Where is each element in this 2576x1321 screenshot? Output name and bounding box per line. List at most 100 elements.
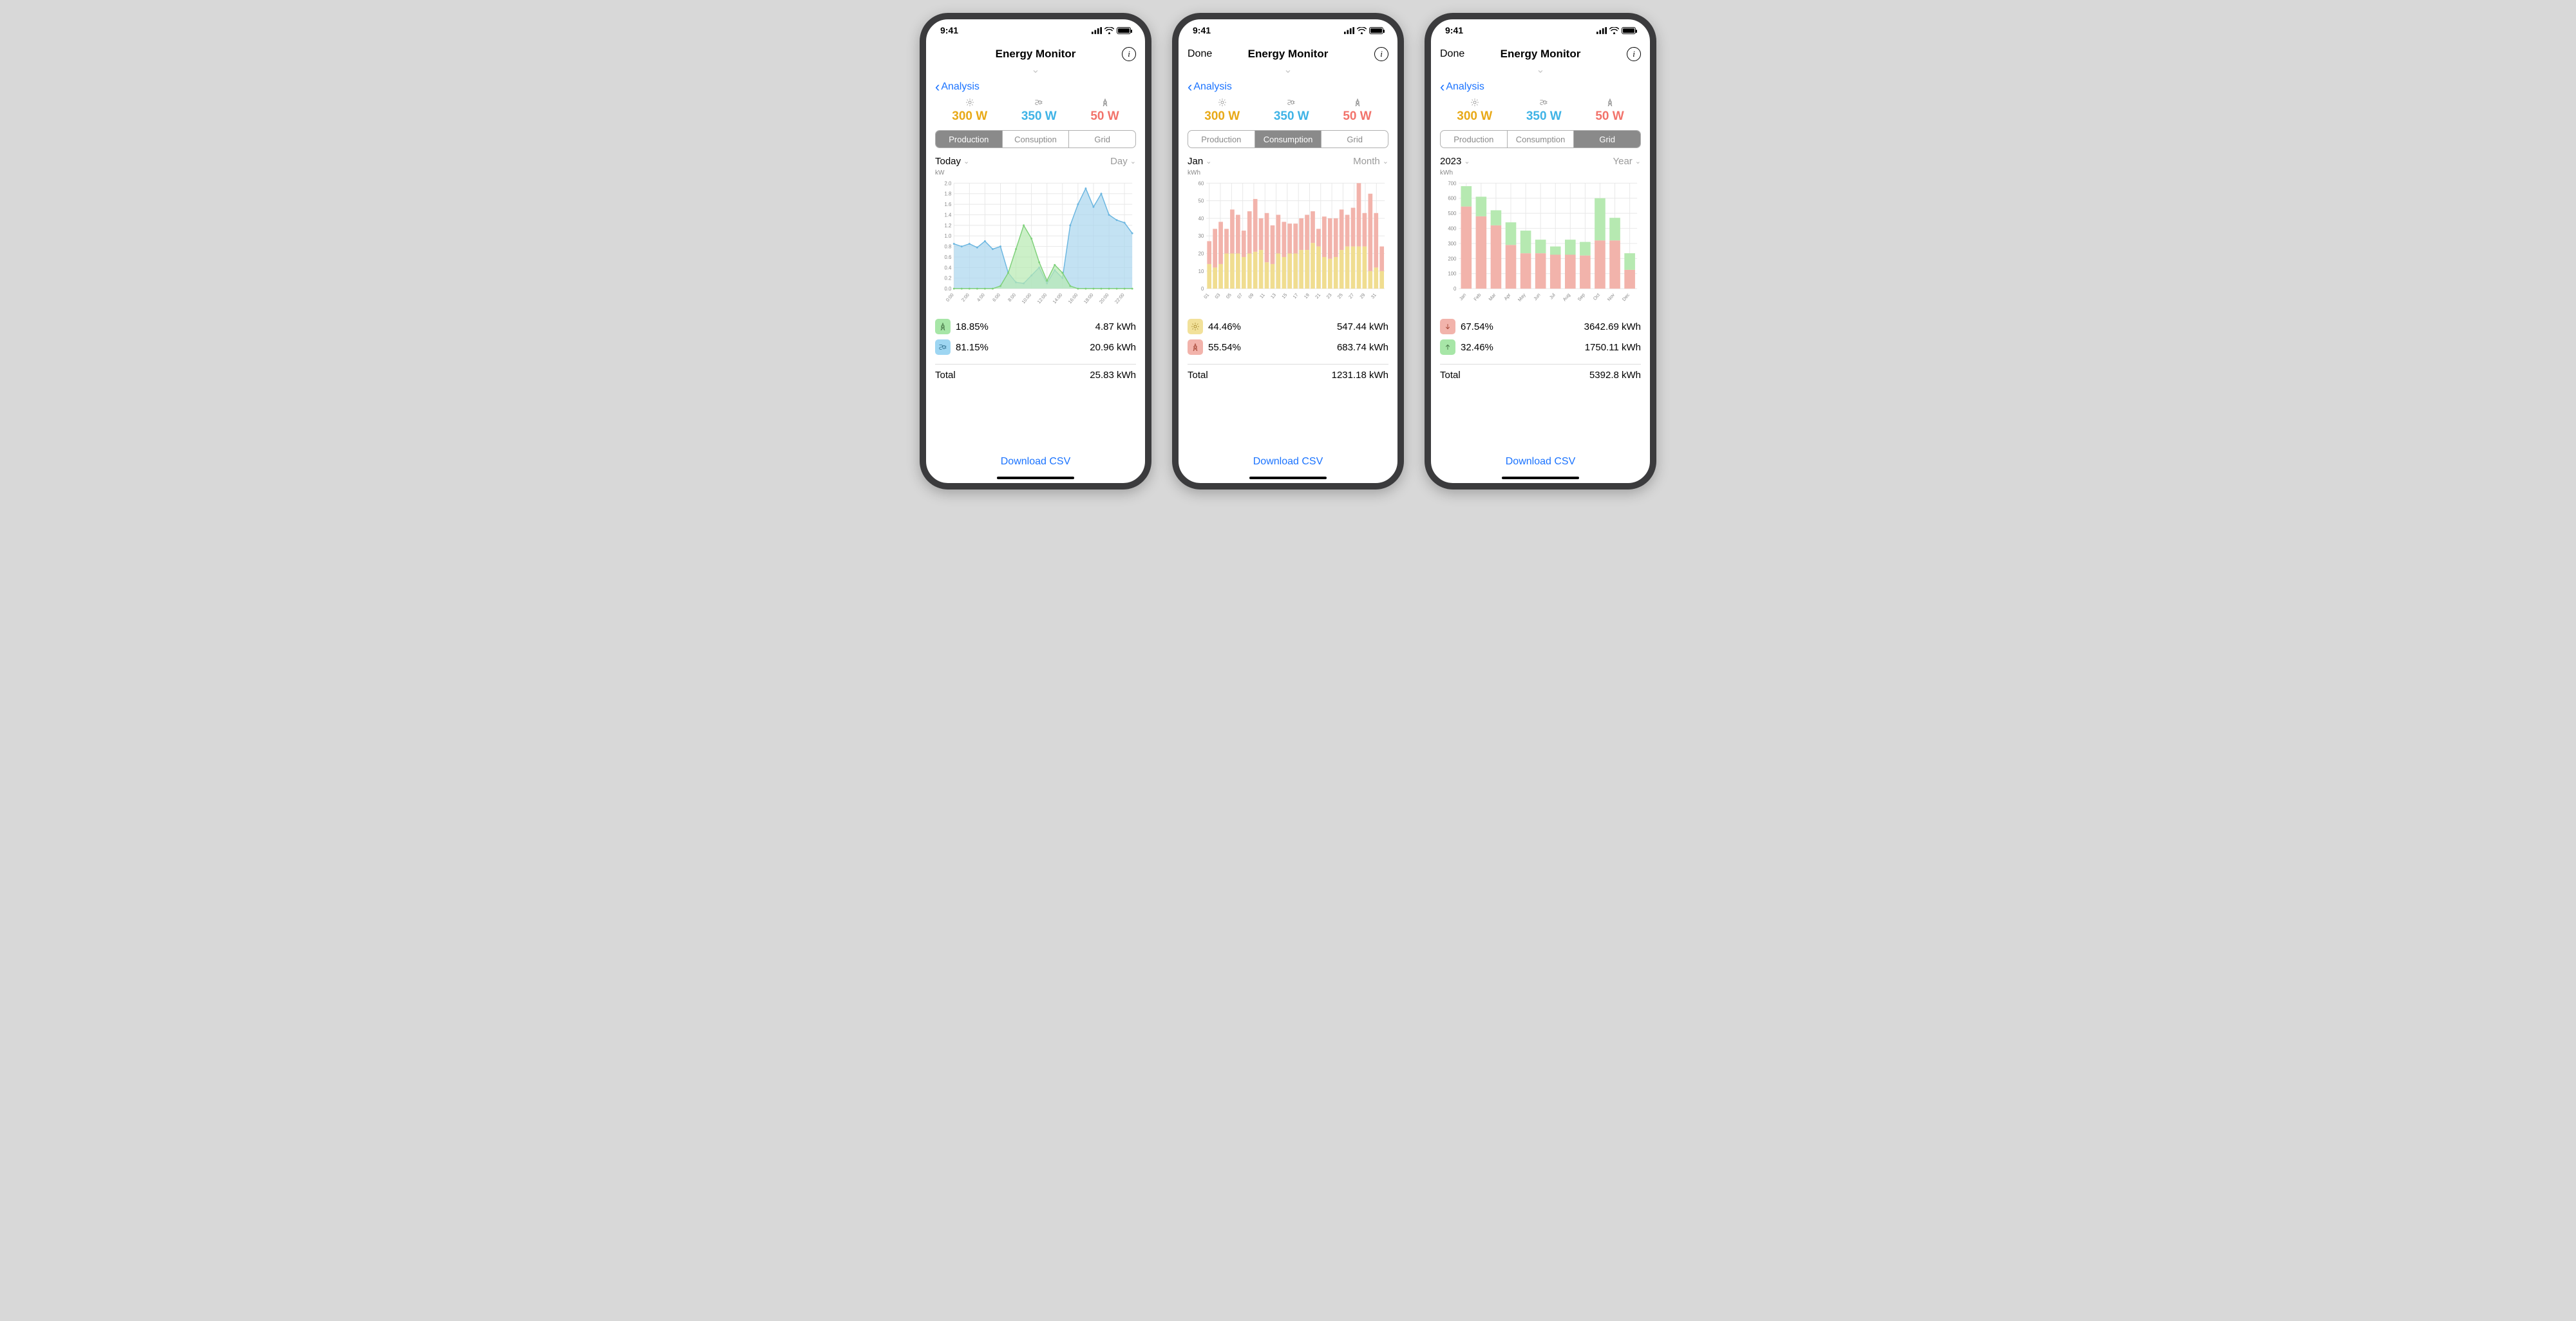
legend-row: 55.54% 683.74 kWh <box>1188 337 1388 357</box>
chart-unit: kWh <box>1188 169 1388 176</box>
svg-text:Nov: Nov <box>1606 292 1616 302</box>
home-indicator[interactable] <box>1502 477 1579 479</box>
range-granularity-selector[interactable]: Year⌄ <box>1613 156 1641 167</box>
range-granularity-selector[interactable]: Month⌄ <box>1353 156 1388 167</box>
chart-unit: kW <box>935 169 1136 176</box>
metric-consumption: 350 W <box>1274 109 1309 124</box>
svg-text:Jun: Jun <box>1532 292 1541 301</box>
done-button[interactable]: Done <box>1188 48 1212 60</box>
range-granularity-selector[interactable]: Day⌄ <box>1110 156 1136 167</box>
segment-production[interactable]: Production <box>1441 131 1508 147</box>
svg-text:50: 50 <box>1198 198 1204 204</box>
sheet-grabber-icon[interactable]: ⌄ <box>926 67 1145 73</box>
status-bar: 9:41 <box>926 19 1145 41</box>
svg-text:09: 09 <box>1247 292 1255 299</box>
segmented-control[interactable]: ProductionConsuptionGrid <box>935 130 1136 148</box>
plug-icon <box>1274 98 1309 109</box>
legend-row: 81.15% 20.96 kWh <box>935 337 1136 357</box>
download-csv-button[interactable]: Download CSV <box>935 447 1136 477</box>
page-title: Energy Monitor <box>996 48 1076 61</box>
back-analysis-button[interactable]: ‹Analysis <box>1188 81 1388 93</box>
svg-text:20:00: 20:00 <box>1098 292 1110 305</box>
wifi-icon <box>1104 27 1114 34</box>
svg-text:19: 19 <box>1303 292 1311 299</box>
cellular-icon <box>1092 27 1102 34</box>
svg-text:18:00: 18:00 <box>1083 292 1095 305</box>
segmented-control[interactable]: ProductionConsumptionGrid <box>1440 130 1641 148</box>
legend: 67.54% 3642.69 kWh 32.46% 1750.11 kWh <box>1440 316 1641 357</box>
metric-consumption: 350 W <box>1021 109 1057 124</box>
sun-icon <box>1457 98 1492 109</box>
svg-text:Sep: Sep <box>1577 292 1586 302</box>
status-time: 9:41 <box>1445 25 1463 35</box>
segment-grid[interactable]: Grid <box>1321 131 1388 147</box>
home-indicator[interactable] <box>1249 477 1327 479</box>
phone-frame: 9:41 Done Energy Monitor i ⌄ ‹Analysis 3… <box>1425 13 1656 489</box>
segment-grid[interactable]: Grid <box>1574 131 1640 147</box>
svg-text:Oct: Oct <box>1592 292 1601 301</box>
info-button[interactable]: i <box>1627 47 1641 61</box>
status-bar: 9:41 <box>1179 19 1397 41</box>
metrics-row: 300 W 350 W 50 W <box>1188 98 1388 124</box>
svg-text:1.4: 1.4 <box>945 212 952 218</box>
segment-consumption[interactable]: Consumption <box>1508 131 1575 147</box>
svg-text:0.4: 0.4 <box>945 265 952 271</box>
svg-text:500: 500 <box>1448 211 1457 216</box>
svg-text:2.0: 2.0 <box>945 180 952 186</box>
back-analysis-button[interactable]: ‹Analysis <box>935 81 1136 93</box>
download-csv-button[interactable]: Download CSV <box>1188 447 1388 477</box>
segment-consuption[interactable]: Consuption <box>1003 131 1070 147</box>
sheet-grabber-icon[interactable]: ⌄ <box>1431 67 1650 73</box>
svg-text:4:00: 4:00 <box>976 292 986 303</box>
sheet-grabber-icon[interactable]: ⌄ <box>1179 67 1397 73</box>
legend-row: 44.46% 547.44 kWh <box>1188 316 1388 337</box>
svg-text:2:00: 2:00 <box>960 292 971 303</box>
legend-row: 67.54% 3642.69 kWh <box>1440 316 1641 337</box>
svg-text:10:00: 10:00 <box>1021 292 1033 305</box>
page-title: Energy Monitor <box>1501 48 1581 61</box>
svg-text:0: 0 <box>1201 286 1204 292</box>
svg-text:29: 29 <box>1358 292 1366 299</box>
wifi-icon <box>1357 27 1367 34</box>
segmented-control[interactable]: ProductionConsumptionGrid <box>1188 130 1388 148</box>
range-period-selector[interactable]: Jan⌄ <box>1188 156 1211 167</box>
segment-production[interactable]: Production <box>1188 131 1255 147</box>
legend-pct: 67.54% <box>1461 321 1493 332</box>
arrow-up-icon <box>1440 339 1455 355</box>
chart: 0.00.20.40.60.81.01.21.41.61.82.00:002:0… <box>935 178 1136 310</box>
segment-grid[interactable]: Grid <box>1069 131 1135 147</box>
battery-icon <box>1369 27 1383 34</box>
wifi-icon <box>1609 27 1619 34</box>
nav-bar: Energy Monitor i <box>926 41 1145 67</box>
nav-bar: Done Energy Monitor i <box>1179 41 1397 67</box>
range-period-selector[interactable]: 2023⌄ <box>1440 156 1470 167</box>
info-button[interactable]: i <box>1122 47 1136 61</box>
cellular-icon <box>1344 27 1354 34</box>
svg-text:60: 60 <box>1198 180 1204 186</box>
svg-text:23: 23 <box>1325 292 1333 299</box>
svg-text:13: 13 <box>1269 292 1277 299</box>
back-analysis-button[interactable]: ‹Analysis <box>1440 81 1641 93</box>
svg-text:Jan: Jan <box>1458 292 1467 301</box>
segment-consumption[interactable]: Consumption <box>1255 131 1322 147</box>
done-button[interactable]: Done <box>1440 48 1464 60</box>
metric-consumption: 350 W <box>1526 109 1562 124</box>
svg-text:6:00: 6:00 <box>991 292 1001 303</box>
legend-row: 18.85% 4.87 kWh <box>935 316 1136 337</box>
info-button[interactable]: i <box>1374 47 1388 61</box>
legend-pct: 81.15% <box>956 342 989 353</box>
home-indicator[interactable] <box>997 477 1074 479</box>
download-csv-button[interactable]: Download CSV <box>1440 447 1641 477</box>
total-row: Total5392.8 kWh <box>1440 370 1641 381</box>
range-period-selector[interactable]: Today⌄ <box>935 156 969 167</box>
segment-production[interactable]: Production <box>936 131 1003 147</box>
legend-value: 20.96 kWh <box>1090 342 1136 353</box>
svg-text:Dec: Dec <box>1621 292 1631 302</box>
svg-text:31: 31 <box>1370 292 1378 299</box>
svg-text:0:00: 0:00 <box>945 292 955 303</box>
metric-grid: 50 W <box>1090 109 1119 124</box>
plug-icon <box>1526 98 1562 109</box>
tower-icon <box>1090 98 1119 109</box>
legend-value: 3642.69 kWh <box>1584 321 1641 332</box>
legend-pct: 55.54% <box>1208 342 1241 353</box>
